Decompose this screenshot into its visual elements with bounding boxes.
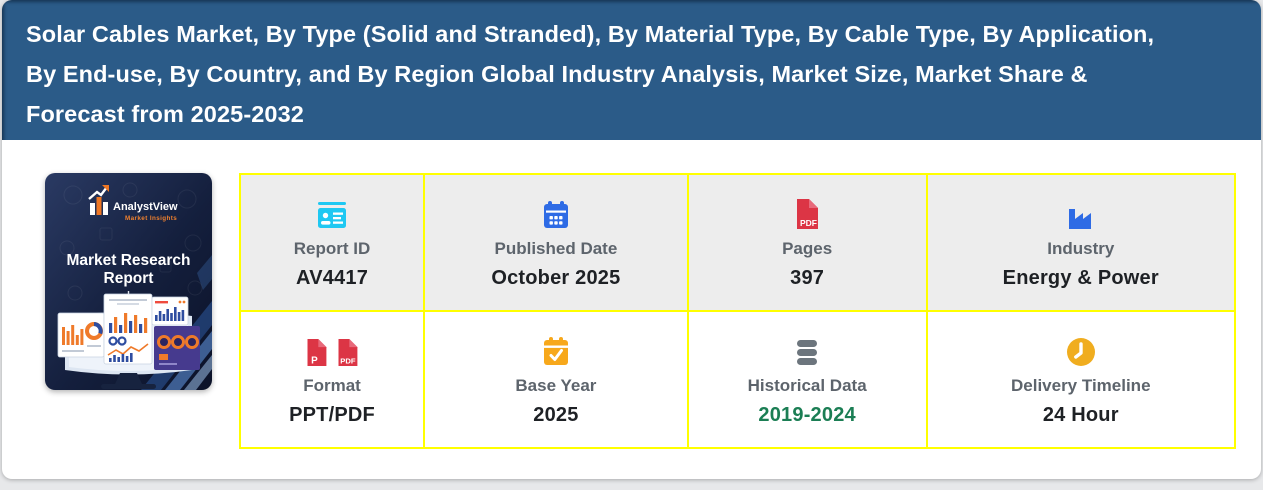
database-icon <box>797 340 818 365</box>
page-title-line-2: By End-use, By Country, and By Region Gl… <box>26 61 1088 87</box>
meta-cell-published-date: Published Date October 2025 <box>423 173 689 312</box>
meta-value: October 2025 <box>491 267 621 289</box>
meta-label: Pages <box>782 239 833 258</box>
report-summary-card: Solar Cables Market, By Type (Solid and … <box>2 0 1261 479</box>
cover-title-line-2: Report <box>104 270 154 287</box>
monitor-charts-illustration <box>57 293 200 389</box>
svg-text:PDF: PDF <box>340 356 356 365</box>
report-cover-thumbnail: AnalystView Market Insights Market Resea… <box>45 173 212 390</box>
meta-cell-industry: Industry Energy & Power <box>925 173 1237 312</box>
ppt-file-icon: P <box>307 339 327 366</box>
analystview-logo-icon <box>88 185 109 215</box>
report-meta-grid: Report ID AV4417 <box>238 173 1237 449</box>
report-cover-art: AnalystView Market Insights Market Resea… <box>45 173 212 390</box>
calendar-check-icon <box>543 337 568 365</box>
meta-value: Energy & Power <box>1002 267 1159 289</box>
meta-label: Published Date <box>494 239 618 258</box>
cover-brand-name: AnalystView <box>113 201 178 213</box>
report-meta-section: AnalystView Market Insights Market Resea… <box>2 140 1261 449</box>
meta-label: Report ID <box>293 239 371 258</box>
pdf-file-icon: PDF <box>338 339 358 366</box>
cover-title-line-1: Market Research <box>66 252 190 269</box>
meta-cell-pages: PDF Pages 397 <box>686 173 928 312</box>
meta-cell-delivery-timeline: Delivery Timeline 24 Hour <box>925 310 1237 449</box>
meta-cell-base-year: Base Year 2025 <box>423 310 689 449</box>
page-title-line-3: Forecast from 2025-2032 <box>26 101 304 127</box>
clock-icon <box>1066 338 1095 366</box>
svg-text:PDF: PDF <box>800 218 817 228</box>
meta-label: Delivery Timeline <box>1010 376 1151 395</box>
meta-value: 2025 <box>533 404 579 426</box>
meta-label: Industry <box>1047 239 1115 258</box>
meta-value: AV4417 <box>296 267 369 289</box>
meta-cell-report-id: Report ID AV4417 <box>238 173 426 312</box>
cover-brand-tagline: Market Insights <box>125 215 177 222</box>
pdf-file-icon: PDF <box>797 199 819 229</box>
meta-cell-historical-data: Historical Data 2019-2024 <box>686 310 928 449</box>
meta-value: PPT/PDF <box>289 404 375 426</box>
svg-text:P: P <box>311 355 318 366</box>
factory-icon <box>1068 209 1091 229</box>
id-card-icon <box>318 202 347 228</box>
report-title-banner: Solar Cables Market, By Type (Solid and … <box>2 0 1261 140</box>
meta-value: 24 Hour <box>1042 404 1119 426</box>
ppt-pdf-files-icon: P PDF <box>303 332 361 368</box>
meta-label: Base Year <box>515 376 597 395</box>
meta-value: 397 <box>790 267 825 289</box>
meta-label: Format <box>303 376 361 395</box>
meta-label: Historical Data <box>747 376 867 395</box>
meta-value: 2019-2024 <box>758 404 856 426</box>
meta-cell-format: P PDF Format PPT/PDF <box>238 310 426 449</box>
page-title-line-1: Solar Cables Market, By Type (Solid and … <box>26 21 1155 47</box>
calendar-icon <box>543 201 568 228</box>
